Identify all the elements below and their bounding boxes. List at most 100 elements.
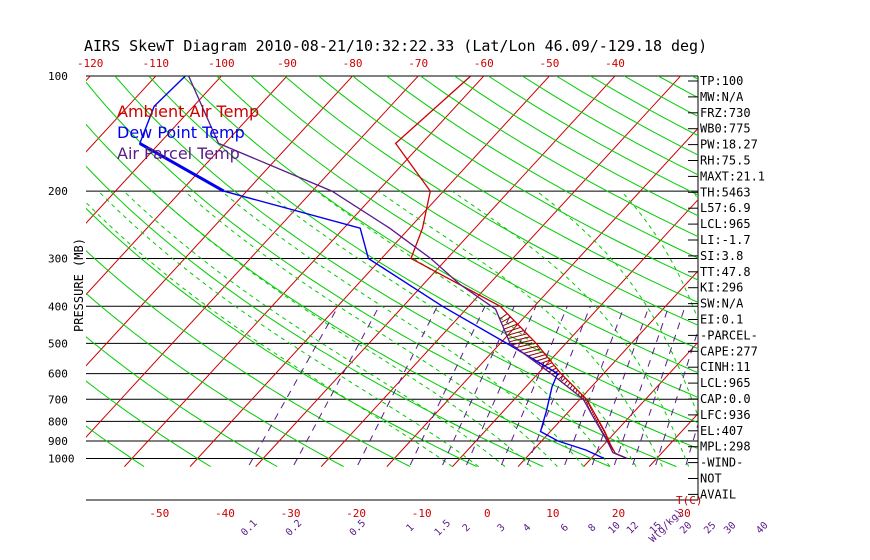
cape-hatch-line — [507, 333, 528, 340]
temp-tick-top: -110 — [143, 57, 170, 70]
dry-adiabat-line — [420, 76, 698, 238]
mixing-ratio-tick-label: 3 — [496, 522, 508, 534]
isotherm-line — [86, 76, 223, 224]
temp-tick-top: -80 — [343, 57, 363, 70]
mixing-ratio-tick-label: 0.2 — [284, 518, 305, 539]
mixing-ratio-line — [466, 306, 537, 466]
isotherm-line — [86, 76, 288, 296]
dry-adiabat-line — [148, 76, 698, 424]
moist-adiabat-line — [264, 190, 611, 467]
isotherm-line — [86, 76, 157, 153]
mixing-ratio-line — [500, 306, 568, 466]
cape-hatch-line — [530, 354, 546, 360]
cape-hatch-line — [569, 384, 573, 389]
moist-adiabat-line — [316, 190, 637, 467]
index-label: LI:-1.7 — [700, 233, 751, 247]
mixing-ratio-tick-label: 25 — [702, 520, 718, 536]
moist-adiabat-line — [98, 190, 479, 468]
isotherm-line — [517, 270, 698, 467]
mixing-ratio-tick-label: 1.5 — [433, 518, 454, 539]
ambient-temp-line — [394, 76, 628, 460]
temp-tick-bottom: 20 — [612, 507, 625, 520]
index-label: MW:N/A — [700, 90, 744, 104]
mixing-ratio-tick-label: 10 — [606, 520, 622, 536]
mixing-ratio-line — [591, 306, 650, 466]
mixing-ratio-line — [762, 306, 800, 465]
temp-tick-bottom: -30 — [281, 507, 301, 520]
dry-adiabat-line — [216, 76, 698, 374]
pressure-tick-label: 1000 — [48, 453, 75, 466]
temp-tick-top: -70 — [408, 57, 428, 70]
isotherm-line — [86, 76, 354, 367]
index-label: -PARCEL- — [700, 328, 758, 342]
cape-hatch-line — [566, 382, 571, 387]
isotherm-line — [255, 76, 616, 467]
isotherm-line — [0, 67, 32, 466]
index-label: KI:296 — [700, 281, 743, 295]
pressure-tick-label: 600 — [48, 368, 68, 381]
index-label: L57:6.9 — [700, 201, 751, 215]
mixing-ratio-tick-label: 4 — [521, 522, 533, 534]
dry-adiabat-line — [352, 76, 698, 281]
index-label: EI:0.1 — [700, 313, 743, 327]
cape-hatch-line — [515, 342, 537, 349]
mixing-ratio-line — [564, 306, 625, 466]
temp-tick-bottom: 0 — [484, 507, 491, 520]
isotherm-line — [124, 76, 485, 467]
index-label: CAPE:277 — [700, 344, 758, 358]
cape-hatch-line — [557, 375, 564, 380]
index-label: MPL:298 — [700, 440, 751, 454]
mixing-ratio-line — [526, 306, 591, 466]
pressure-tick-label: 800 — [48, 415, 68, 428]
mixing-ratio-line — [613, 306, 670, 466]
dry-adiabat-line — [250, 76, 698, 350]
index-label: FRZ:730 — [700, 106, 751, 120]
temp-tick-bottom: -40 — [215, 507, 235, 520]
index-label: SW:N/A — [700, 297, 744, 311]
mixing-ratio-line — [409, 306, 486, 466]
index-label: TT:47.8 — [700, 265, 751, 279]
cape-hatch-line — [505, 326, 521, 333]
dry-adiabat-line — [86, 123, 610, 468]
pressure-tick-label: 400 — [48, 300, 68, 313]
dry-adiabat-line — [86, 336, 278, 468]
cape-hatch-line — [541, 362, 553, 368]
isotherm-line — [846, 67, 870, 466]
dry-adiabat-line — [386, 76, 698, 259]
temp-tick-bottom: -50 — [149, 507, 169, 520]
chart-title: AIRS SkewT Diagram 2010-08-21/10:32:22.3… — [84, 37, 707, 55]
moist-adiabat-line — [86, 201, 453, 468]
index-label: RH:75.5 — [700, 154, 751, 168]
isotherm-line — [386, 127, 698, 467]
mixing-ratio-line — [442, 306, 515, 466]
sounding-series — [138, 76, 628, 460]
index-label: CINH:11 — [700, 360, 751, 374]
dry-adiabat-line — [86, 292, 344, 468]
stability-indices: TP:100 MW:N/A FRZ:730 WB0:775 PW:18.27 RH:75.… — [688, 74, 765, 501]
moist-adiabat-line — [184, 190, 558, 467]
pressure-tick-label: 100 — [48, 70, 68, 83]
mixing-ratio-line — [293, 306, 380, 466]
mixing-ratio-tick-label: 40 — [754, 520, 770, 536]
cape-hatch-line — [503, 323, 518, 330]
mixing-ratio-tick-label: 8 — [587, 522, 599, 534]
temp-tick-top: -40 — [605, 57, 625, 70]
mixing-ratio-tick-label: 2 — [461, 522, 473, 534]
mixing-ratio-tick-label: 6 — [559, 522, 571, 534]
temp-tick-top: -90 — [277, 57, 297, 70]
cape-hatch-line — [545, 364, 555, 370]
temp-units-label: T(C) — [676, 494, 703, 507]
mixing-ratio-line — [357, 306, 438, 466]
cape-hatch-line — [560, 377, 566, 383]
parcel-temp-line — [188, 76, 628, 460]
dry-adiabat-line — [86, 249, 411, 468]
dry-adiabat-line — [86, 380, 211, 468]
mixing-ratio-tick-label: 1 — [404, 522, 416, 534]
moist-adiabat-line — [536, 190, 698, 418]
index-label: LCL:965 — [700, 217, 751, 231]
cape-hatch-line — [527, 351, 544, 357]
moist-adiabat-line — [151, 190, 532, 467]
pressure-tick-label: 300 — [48, 252, 68, 265]
index-label: TH:5463 — [700, 185, 751, 199]
